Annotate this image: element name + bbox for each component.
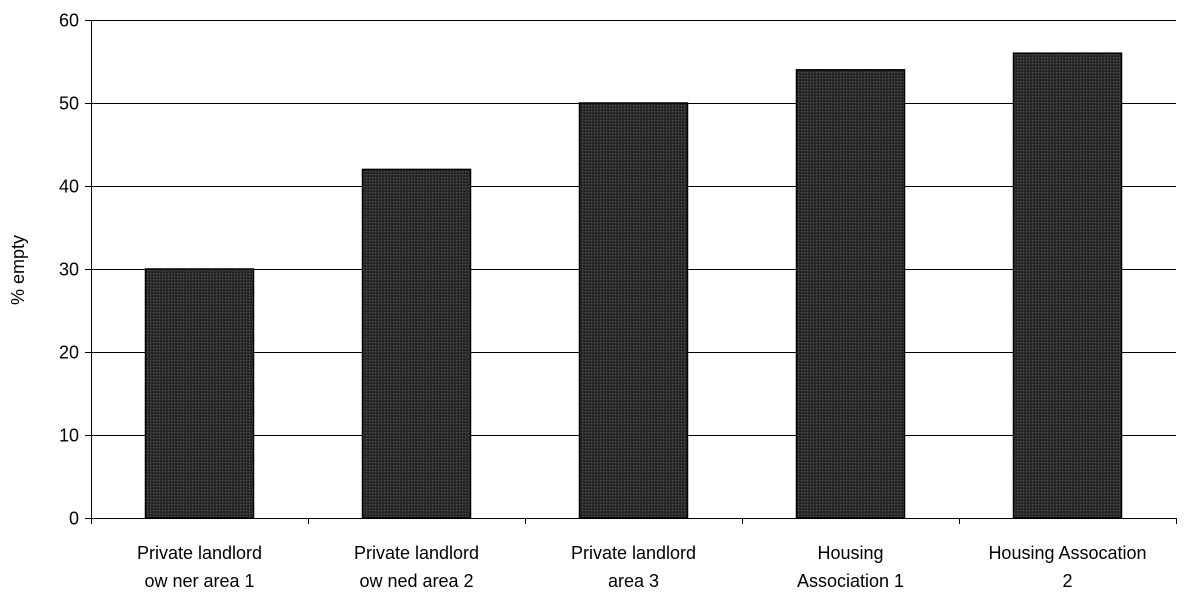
bar xyxy=(1012,52,1123,519)
bar xyxy=(361,168,472,519)
x-category-label: Private landlord ow ner area 1 xyxy=(137,543,262,591)
y-tick-label: 0 xyxy=(69,509,79,529)
x-category-label: Housing Association 1 xyxy=(797,543,904,591)
y-tick-label: 20 xyxy=(59,343,79,363)
x-category-label: Private landlord area 3 xyxy=(571,543,696,591)
axes xyxy=(85,20,1177,524)
y-tick-label: 10 xyxy=(59,426,79,446)
y-tick-labels: 0 10 20 30 40 50 60 xyxy=(59,11,79,529)
bar xyxy=(795,69,906,519)
y-tick-label: 30 xyxy=(59,260,79,280)
bar xyxy=(578,102,689,519)
y-tick-label: 40 xyxy=(59,177,79,197)
bar xyxy=(144,268,255,519)
category-labels: Private landlord ow ner area 1 Private lan… xyxy=(137,543,1147,591)
y-tick-label: 50 xyxy=(59,94,79,114)
x-category-label: Housing Assocation 2 xyxy=(988,543,1146,591)
x-category-label: Private landlord ow ned area 2 xyxy=(354,543,479,591)
y-axis-title: % empty xyxy=(8,235,28,305)
bars xyxy=(144,52,1123,519)
y-tick-label: 60 xyxy=(59,11,79,31)
